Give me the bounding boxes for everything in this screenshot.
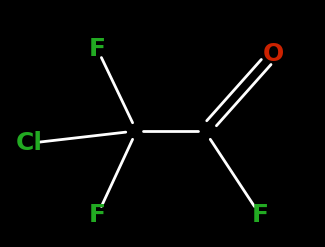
Text: F: F: [252, 203, 268, 227]
Text: Cl: Cl: [16, 131, 43, 155]
Text: O: O: [262, 42, 284, 66]
Text: F: F: [89, 37, 106, 62]
Text: F: F: [89, 203, 106, 227]
